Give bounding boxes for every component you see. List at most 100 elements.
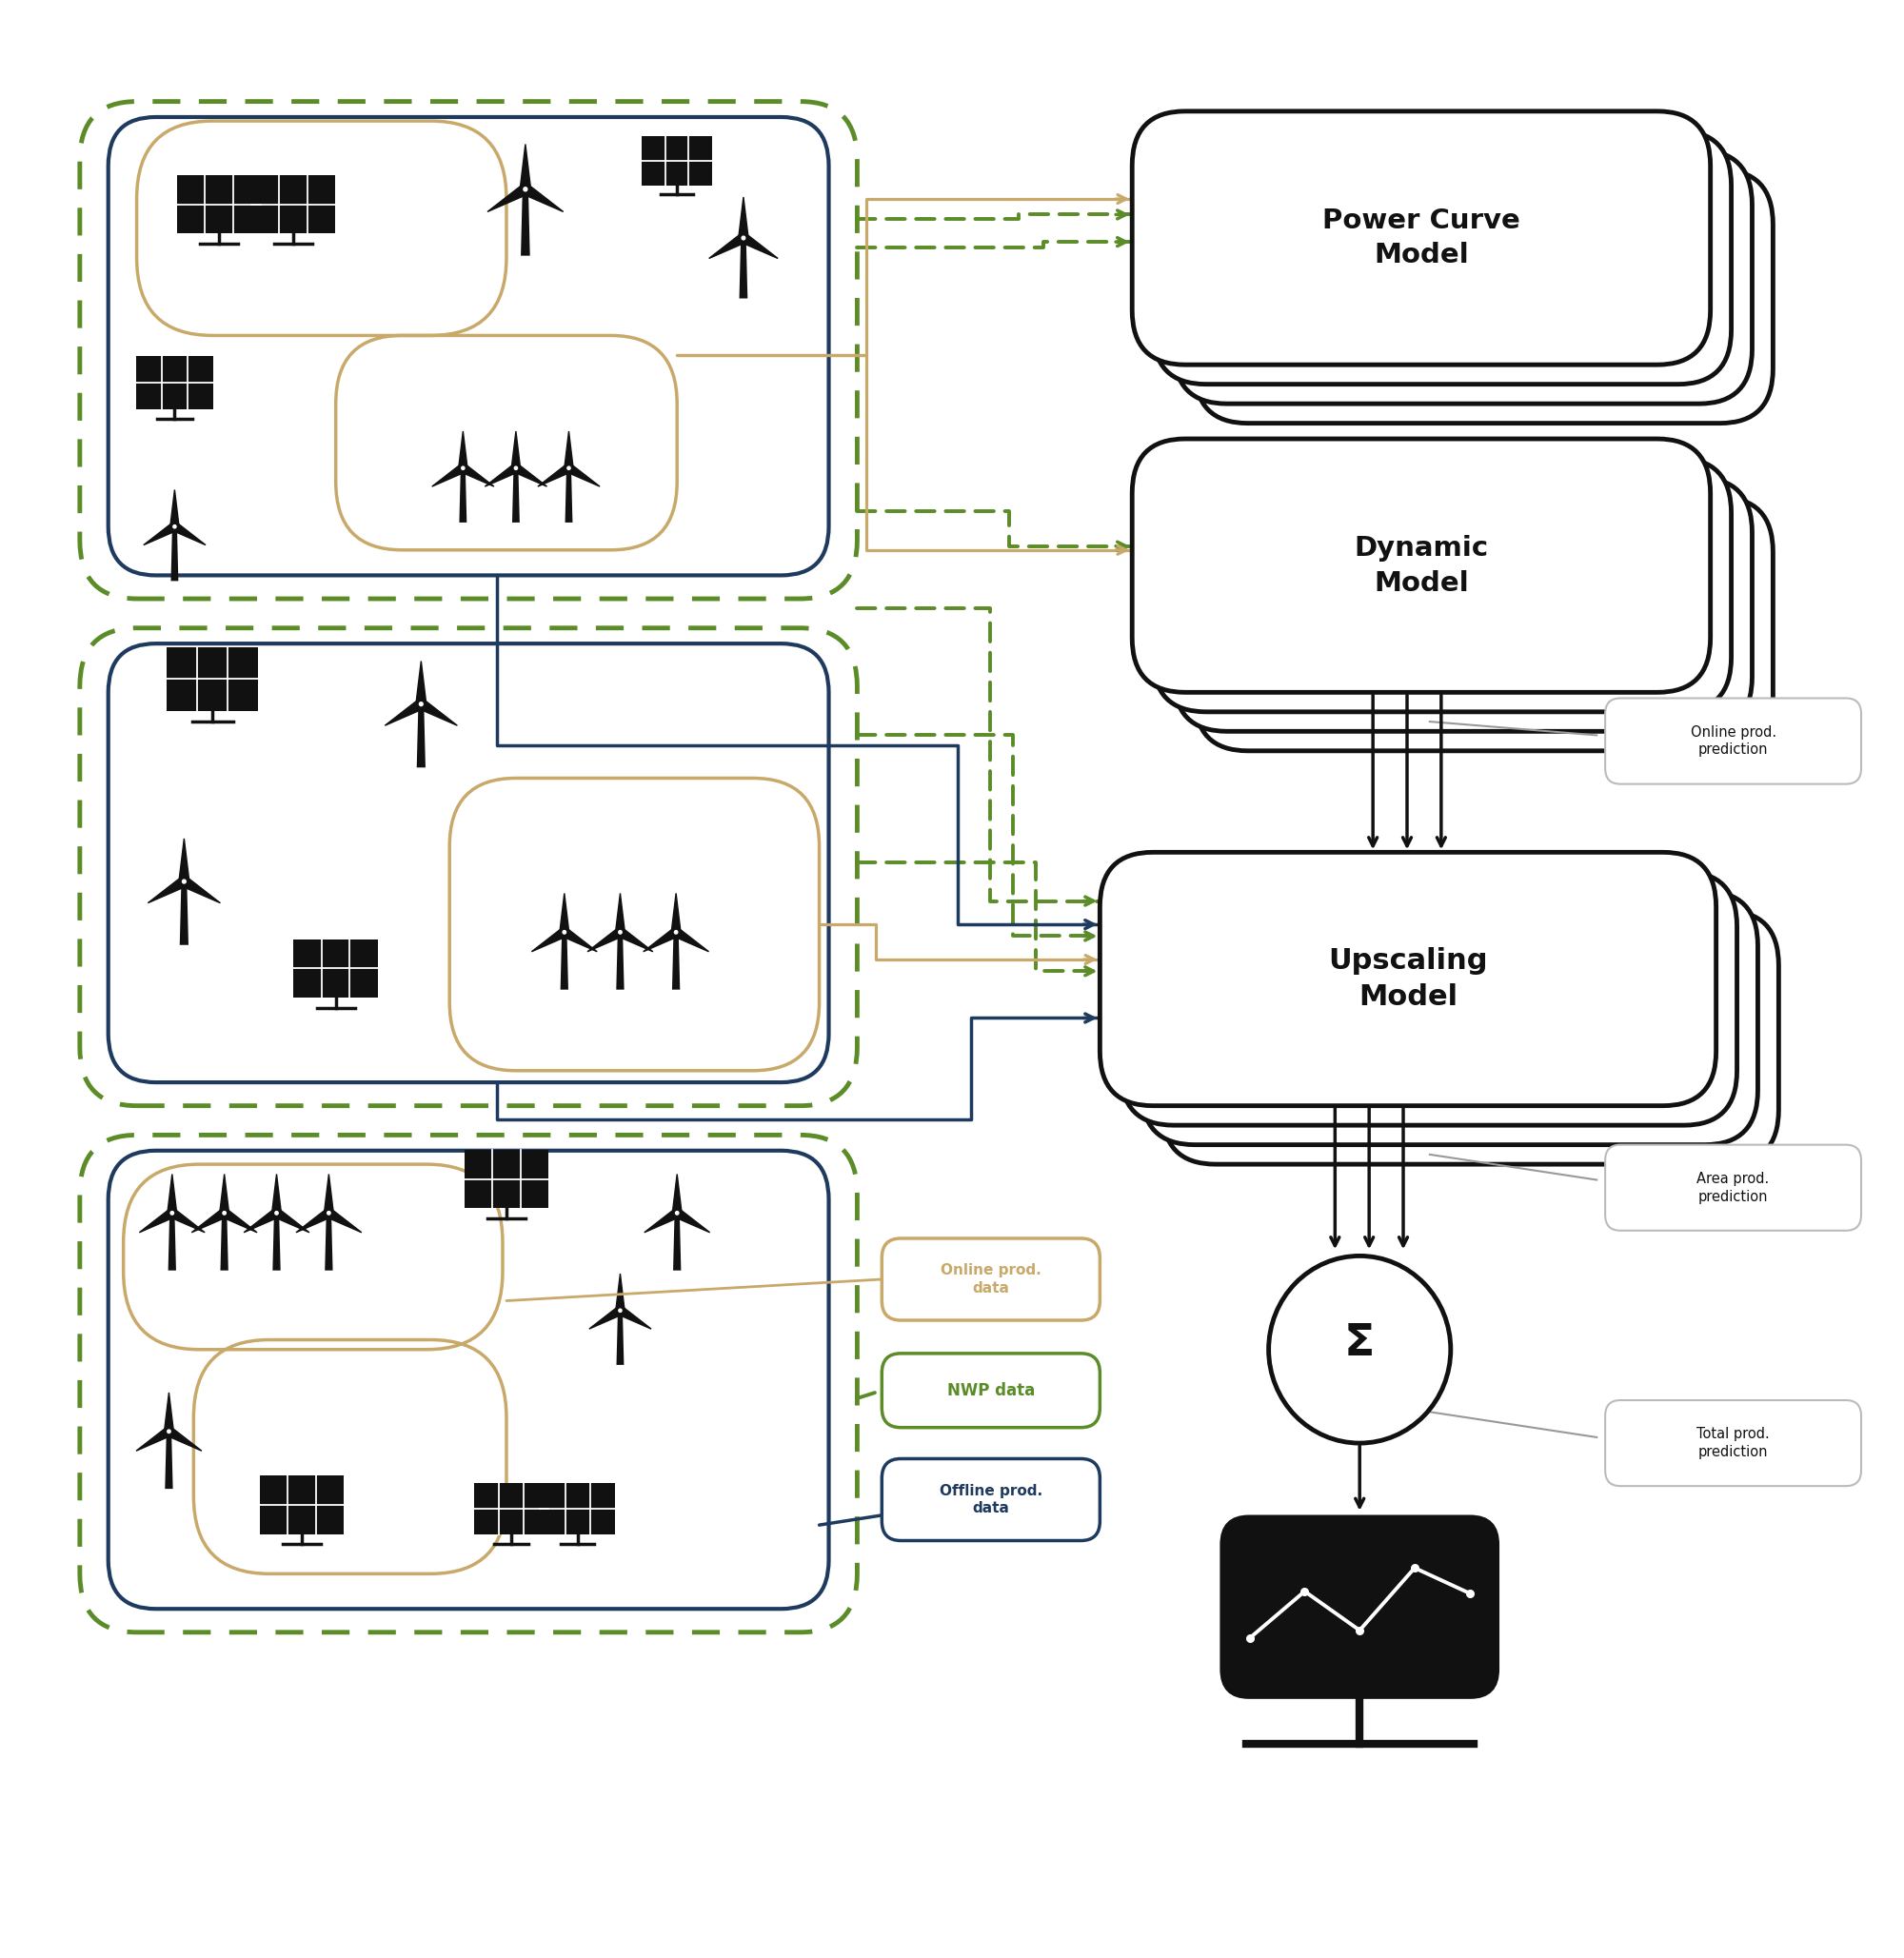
Circle shape [676, 1212, 678, 1214]
Polygon shape [166, 1431, 173, 1488]
Polygon shape [524, 184, 564, 211]
Polygon shape [564, 431, 573, 468]
Polygon shape [166, 1427, 202, 1451]
Polygon shape [617, 1310, 625, 1365]
Polygon shape [179, 881, 188, 946]
Polygon shape [169, 490, 179, 527]
Polygon shape [522, 190, 529, 256]
Polygon shape [567, 464, 600, 486]
Circle shape [617, 928, 625, 936]
Circle shape [166, 1427, 173, 1435]
Polygon shape [708, 233, 746, 258]
Polygon shape [617, 928, 653, 952]
Circle shape [183, 879, 187, 883]
Polygon shape [272, 1175, 282, 1214]
FancyBboxPatch shape [1154, 131, 1731, 384]
Circle shape [272, 1210, 280, 1216]
Polygon shape [181, 877, 221, 903]
Polygon shape [520, 145, 531, 190]
Circle shape [274, 1212, 278, 1214]
Polygon shape [143, 523, 177, 544]
Circle shape [617, 1308, 625, 1314]
FancyBboxPatch shape [1154, 458, 1731, 713]
Circle shape [417, 699, 425, 709]
FancyBboxPatch shape [465, 1149, 548, 1208]
Circle shape [739, 235, 746, 243]
Polygon shape [674, 1214, 682, 1271]
Text: Offline prod.
data: Offline prod. data [939, 1484, 1041, 1515]
Text: Online prod.
data: Online prod. data [941, 1263, 1041, 1296]
Polygon shape [219, 1175, 228, 1214]
Polygon shape [674, 1208, 710, 1232]
Polygon shape [615, 1273, 625, 1310]
Circle shape [524, 188, 527, 192]
Circle shape [171, 1212, 173, 1214]
Polygon shape [588, 1306, 623, 1329]
Circle shape [1268, 1255, 1451, 1443]
Polygon shape [221, 1214, 228, 1271]
Circle shape [565, 464, 573, 472]
FancyBboxPatch shape [1175, 478, 1752, 732]
FancyBboxPatch shape [1142, 891, 1757, 1145]
FancyBboxPatch shape [1133, 112, 1710, 364]
Circle shape [619, 930, 623, 934]
FancyBboxPatch shape [251, 176, 335, 233]
Circle shape [168, 1210, 175, 1216]
Polygon shape [588, 928, 623, 952]
Circle shape [564, 930, 565, 934]
Polygon shape [169, 1208, 206, 1232]
Circle shape [522, 184, 529, 194]
Polygon shape [739, 198, 748, 239]
FancyBboxPatch shape [642, 137, 712, 186]
Polygon shape [487, 184, 527, 211]
FancyBboxPatch shape [1163, 910, 1778, 1165]
Polygon shape [672, 932, 680, 989]
Polygon shape [419, 699, 457, 726]
Polygon shape [295, 1208, 331, 1232]
Polygon shape [139, 1208, 175, 1232]
Circle shape [461, 466, 465, 470]
FancyBboxPatch shape [109, 117, 828, 576]
Polygon shape [562, 928, 598, 952]
Polygon shape [741, 233, 779, 258]
Circle shape [223, 1212, 227, 1214]
Polygon shape [171, 527, 179, 582]
Text: Total prod.
prediction: Total prod. prediction [1696, 1427, 1769, 1459]
Circle shape [171, 523, 179, 531]
Polygon shape [615, 893, 625, 932]
Polygon shape [644, 1208, 680, 1232]
Circle shape [181, 877, 188, 885]
FancyBboxPatch shape [1605, 1400, 1862, 1486]
Polygon shape [486, 464, 518, 486]
Polygon shape [619, 1306, 651, 1329]
FancyBboxPatch shape [168, 648, 259, 711]
Polygon shape [672, 1175, 682, 1214]
Circle shape [221, 1210, 228, 1216]
Text: Dynamic
Model: Dynamic Model [1354, 535, 1489, 597]
FancyBboxPatch shape [135, 356, 213, 409]
Circle shape [459, 464, 466, 472]
Polygon shape [459, 431, 468, 468]
Polygon shape [179, 838, 188, 881]
Polygon shape [674, 928, 708, 952]
FancyBboxPatch shape [1194, 170, 1773, 423]
Polygon shape [672, 893, 682, 932]
FancyBboxPatch shape [1194, 497, 1773, 750]
Polygon shape [461, 464, 493, 486]
Polygon shape [223, 1208, 257, 1232]
Polygon shape [149, 877, 187, 903]
Polygon shape [644, 928, 678, 952]
Circle shape [567, 466, 571, 470]
Text: NWP data: NWP data [946, 1382, 1034, 1400]
Polygon shape [168, 1214, 175, 1271]
Text: Online prod.
prediction: Online prod. prediction [1691, 724, 1776, 758]
Circle shape [562, 928, 567, 936]
FancyBboxPatch shape [1605, 699, 1862, 783]
Polygon shape [560, 893, 569, 932]
Circle shape [674, 930, 678, 934]
FancyBboxPatch shape [1121, 871, 1736, 1126]
FancyBboxPatch shape [474, 1482, 548, 1535]
Polygon shape [432, 464, 465, 486]
FancyBboxPatch shape [882, 1353, 1101, 1427]
FancyBboxPatch shape [882, 1237, 1101, 1320]
